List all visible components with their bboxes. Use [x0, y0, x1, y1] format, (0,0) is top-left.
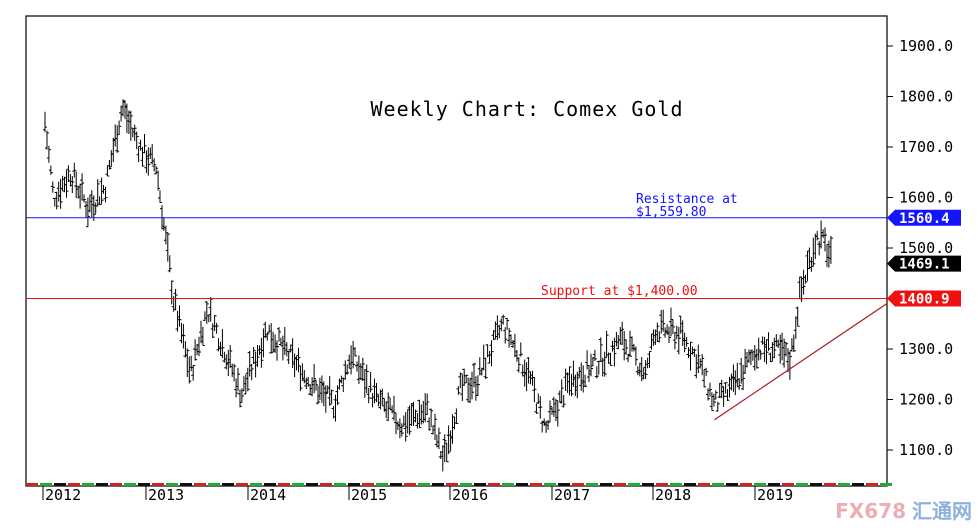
- axis-band-segment: [502, 483, 514, 486]
- axis-band-segment: [852, 483, 864, 486]
- axis-band-segment: [278, 483, 290, 486]
- y-tick-label: 1500.0: [899, 239, 953, 257]
- axis-band-segment: [306, 483, 318, 486]
- axis-band-segment: [250, 483, 262, 486]
- axis-band-segment: [26, 483, 38, 486]
- y-tick-label: 1100.0: [899, 441, 953, 459]
- x-tick-label: 2017: [554, 486, 590, 504]
- axis-band-segment: [264, 483, 276, 486]
- axis-band-segment: [40, 483, 52, 486]
- y-tick-label: 1700.0: [899, 138, 953, 156]
- axis-band-segment: [670, 483, 682, 486]
- watermark-logo: FX678 汇通网: [835, 495, 972, 524]
- axis-band-segment: [82, 483, 94, 486]
- x-tick-label: 2013: [148, 486, 184, 504]
- last-price-tag-bg: [887, 255, 961, 272]
- axis-band-segment: [600, 483, 612, 486]
- x-tick-label: 2015: [351, 486, 387, 504]
- axis-band-segment: [656, 483, 668, 486]
- axis-band-segment: [166, 483, 178, 486]
- x-tick-label: 2016: [452, 486, 488, 504]
- axis-band-segment: [446, 483, 458, 486]
- y-tick-label: 1600.0: [899, 189, 953, 207]
- axis-band-segment: [124, 483, 136, 486]
- support-price-tag: 1400.9: [899, 292, 950, 308]
- axis-band-segment: [628, 483, 640, 486]
- axis-band-segment: [530, 483, 542, 486]
- x-tick-label: 2012: [45, 486, 81, 504]
- axis-band-segment: [152, 483, 164, 486]
- axis-band-segment: [516, 483, 528, 486]
- resistance-price-tag: 1560.4: [899, 211, 950, 227]
- axis-band-segment: [390, 483, 402, 486]
- watermark-text-2: 汇通网: [912, 499, 972, 523]
- axis-band-segment: [824, 483, 836, 486]
- axis-band-segment: [292, 483, 304, 486]
- axis-band-segment: [642, 483, 654, 486]
- axis-band-segment: [432, 483, 444, 486]
- price-bars: [43, 99, 833, 472]
- axis-band-segment: [362, 483, 374, 486]
- last-price-tag: 1469.1: [899, 257, 950, 273]
- axis-band-segment: [320, 483, 332, 486]
- axis-band-segment: [544, 483, 556, 486]
- resistance-label-1: Resistance at: [636, 192, 738, 207]
- chart-title: Weekly Chart: Comex Gold: [371, 97, 684, 121]
- price-tags: 1560.4 1469.1 1400.9: [887, 209, 961, 308]
- y-tick-label: 1200.0: [899, 391, 953, 409]
- axis-band-segment: [404, 483, 416, 486]
- support-label: Support at $1,400.00: [541, 284, 698, 299]
- axis-band-segment: [334, 483, 346, 486]
- axis-band-segment: [376, 483, 388, 486]
- axis-band-segment: [418, 483, 430, 486]
- axis-band-segment: [740, 483, 752, 486]
- x-tick-label: 2014: [250, 486, 286, 504]
- axis-band-segment: [572, 483, 584, 486]
- y-tick-label: 1800.0: [899, 88, 953, 106]
- axis-band-segment: [474, 483, 486, 486]
- axis-band-segment: [222, 483, 234, 486]
- axis-band-segment: [236, 483, 248, 486]
- axis-band-segment: [460, 483, 472, 486]
- axis-band-segment: [866, 483, 878, 486]
- axis-band-segment: [208, 483, 220, 486]
- axis-band-segment: [194, 483, 206, 486]
- resistance-label-2: $1,559.80: [636, 205, 706, 220]
- y-tick-label: 1900.0: [899, 37, 953, 55]
- axis-band-segment: [838, 483, 850, 486]
- watermark-text-1: FX678: [835, 499, 906, 523]
- axis-band-segment: [138, 483, 150, 486]
- axis-band-segment: [110, 483, 122, 486]
- axis-band-segment: [614, 483, 626, 486]
- resistance-price-tag-bg: [887, 209, 961, 226]
- x-tick-label: 2019: [757, 486, 793, 504]
- axis-band-segment: [684, 483, 696, 486]
- axis-band-segment: [726, 483, 738, 486]
- axis-band-segment: [54, 483, 66, 486]
- y-axis-ticks: 1100.01200.01300.01400.01500.01600.01700…: [887, 37, 953, 459]
- axis-band-segment: [698, 483, 710, 486]
- axis-band-segment: [712, 483, 724, 486]
- axis-band-segment: [796, 483, 808, 486]
- axis-band-segment: [810, 483, 822, 486]
- axis-band-segment: [768, 483, 780, 486]
- axis-band-segment: [96, 483, 108, 486]
- axis-band-segment: [348, 483, 360, 486]
- support-price-tag-bg: [887, 290, 961, 307]
- axis-band-segment: [782, 483, 794, 486]
- axis-band-segment: [68, 483, 80, 486]
- axis-band-segment: [880, 483, 892, 486]
- axis-band-segment: [558, 483, 570, 486]
- axis-band-segment: [754, 483, 766, 486]
- axis-band-segment: [488, 483, 500, 486]
- x-tick-label: 2018: [655, 486, 691, 504]
- axis-band-segment: [180, 483, 192, 486]
- axis-band-segment: [586, 483, 598, 486]
- trend-line: [714, 303, 888, 421]
- y-tick-label: 1300.0: [899, 340, 953, 358]
- x-axis: 2012 2013 2014 2015 2016 2017 2018 2019: [26, 483, 892, 504]
